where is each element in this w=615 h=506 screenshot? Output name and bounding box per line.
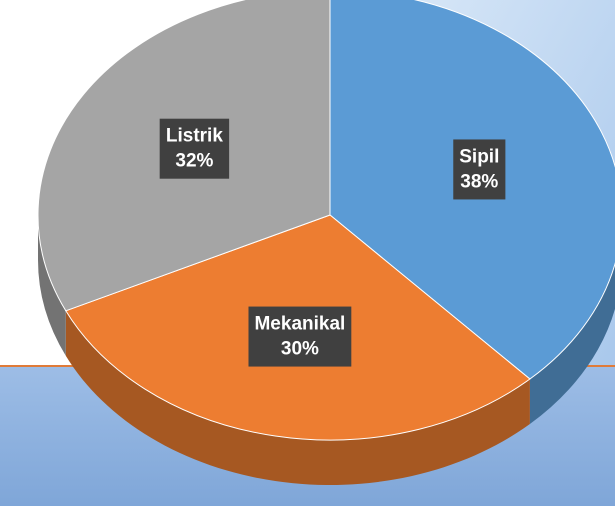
data-label-name: Mekanikal xyxy=(254,314,345,335)
data-label-value: 30% xyxy=(281,339,319,360)
pie: Sipil 38% Mekanikal 30% Listrik 32% xyxy=(37,0,615,486)
label-box xyxy=(159,118,230,179)
label-box xyxy=(248,306,352,367)
slice-side xyxy=(38,215,66,356)
label-box xyxy=(453,139,506,200)
data-label-name: Listrik xyxy=(166,126,223,147)
data-label-value: 32% xyxy=(175,151,213,172)
data-label-name: Sipil xyxy=(459,146,499,167)
slice-side xyxy=(65,310,530,486)
slice-side xyxy=(529,263,615,425)
data-label-value: 38% xyxy=(460,171,498,192)
